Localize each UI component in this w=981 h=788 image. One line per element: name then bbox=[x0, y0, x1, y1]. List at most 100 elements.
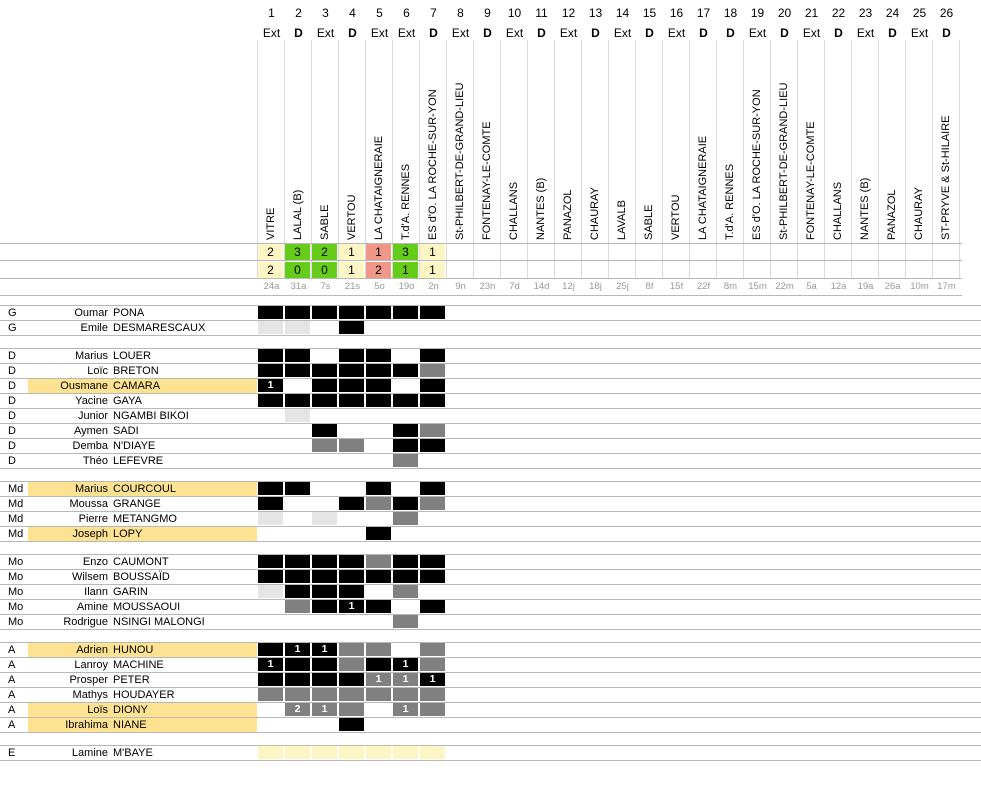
appearance-cell[interactable] bbox=[420, 394, 445, 407]
appearance-cell[interactable] bbox=[285, 364, 310, 377]
appearance-cell[interactable] bbox=[366, 497, 391, 510]
appearance-cell[interactable] bbox=[420, 570, 445, 583]
appearance-cell[interactable] bbox=[420, 349, 445, 362]
appearance-cell[interactable] bbox=[285, 688, 310, 701]
appearance-cell[interactable] bbox=[366, 394, 391, 407]
appearance-cell[interactable] bbox=[312, 379, 337, 392]
appearance-cell[interactable] bbox=[420, 306, 445, 319]
appearance-cell[interactable] bbox=[339, 439, 364, 452]
appearance-cell[interactable] bbox=[258, 512, 283, 525]
appearance-cell[interactable] bbox=[312, 555, 337, 568]
appearance-cell[interactable] bbox=[285, 570, 310, 583]
appearance-cell[interactable] bbox=[366, 555, 391, 568]
appearance-cell[interactable] bbox=[339, 688, 364, 701]
appearance-cell[interactable]: 1 bbox=[339, 600, 364, 613]
appearance-cell[interactable] bbox=[393, 306, 418, 319]
appearance-cell[interactable] bbox=[366, 379, 391, 392]
appearance-cell[interactable] bbox=[258, 321, 283, 334]
appearance-cell[interactable]: 1 bbox=[420, 673, 445, 686]
appearance-cell[interactable] bbox=[366, 482, 391, 495]
appearance-cell[interactable] bbox=[420, 643, 445, 656]
appearance-cell[interactable] bbox=[420, 497, 445, 510]
appearance-cell[interactable] bbox=[258, 570, 283, 583]
appearance-cell[interactable] bbox=[366, 688, 391, 701]
appearance-cell[interactable]: 1 bbox=[285, 643, 310, 656]
appearance-cell[interactable] bbox=[339, 643, 364, 656]
appearance-cell[interactable] bbox=[312, 394, 337, 407]
appearance-cell[interactable] bbox=[366, 600, 391, 613]
appearance-cell[interactable] bbox=[339, 673, 364, 686]
appearance-cell[interactable] bbox=[393, 555, 418, 568]
appearance-cell[interactable] bbox=[312, 570, 337, 583]
appearance-cell[interactable] bbox=[285, 321, 310, 334]
appearance-cell[interactable] bbox=[420, 364, 445, 377]
appearance-cell[interactable] bbox=[258, 673, 283, 686]
appearance-cell[interactable]: 1 bbox=[312, 703, 337, 716]
appearance-cell[interactable] bbox=[312, 673, 337, 686]
appearance-cell[interactable] bbox=[339, 718, 364, 731]
appearance-cell[interactable] bbox=[393, 570, 418, 583]
appearance-cell[interactable] bbox=[366, 364, 391, 377]
appearance-cell[interactable] bbox=[393, 497, 418, 510]
appearance-cell[interactable] bbox=[258, 364, 283, 377]
appearance-cell[interactable] bbox=[393, 364, 418, 377]
appearance-cell[interactable] bbox=[285, 394, 310, 407]
appearance-cell[interactable] bbox=[285, 673, 310, 686]
appearance-cell[interactable] bbox=[258, 349, 283, 362]
appearance-cell[interactable] bbox=[339, 379, 364, 392]
appearance-cell[interactable] bbox=[339, 746, 364, 759]
appearance-cell[interactable] bbox=[312, 306, 337, 319]
appearance-cell[interactable] bbox=[258, 497, 283, 510]
appearance-cell[interactable] bbox=[285, 555, 310, 568]
appearance-cell[interactable] bbox=[339, 306, 364, 319]
appearance-cell[interactable] bbox=[339, 585, 364, 598]
appearance-cell[interactable] bbox=[339, 394, 364, 407]
appearance-cell[interactable] bbox=[285, 349, 310, 362]
appearance-cell[interactable] bbox=[312, 364, 337, 377]
appearance-cell[interactable] bbox=[393, 394, 418, 407]
appearance-cell[interactable] bbox=[312, 424, 337, 437]
appearance-cell[interactable] bbox=[285, 585, 310, 598]
appearance-cell[interactable]: 2 bbox=[285, 703, 310, 716]
appearance-cell[interactable] bbox=[258, 688, 283, 701]
appearance-cell[interactable] bbox=[366, 658, 391, 671]
appearance-cell[interactable] bbox=[366, 746, 391, 759]
appearance-cell[interactable]: 1 bbox=[393, 703, 418, 716]
appearance-cell[interactable] bbox=[420, 379, 445, 392]
appearance-cell[interactable]: 1 bbox=[393, 673, 418, 686]
appearance-cell[interactable] bbox=[366, 349, 391, 362]
appearance-cell[interactable] bbox=[420, 658, 445, 671]
appearance-cell[interactable] bbox=[312, 658, 337, 671]
appearance-cell[interactable] bbox=[258, 746, 283, 759]
appearance-cell[interactable] bbox=[366, 570, 391, 583]
appearance-cell[interactable] bbox=[393, 439, 418, 452]
appearance-cell[interactable] bbox=[339, 364, 364, 377]
appearance-cell[interactable] bbox=[366, 643, 391, 656]
appearance-cell[interactable]: 1 bbox=[312, 643, 337, 656]
appearance-cell[interactable]: 1 bbox=[393, 658, 418, 671]
appearance-cell[interactable] bbox=[339, 349, 364, 362]
appearance-cell[interactable] bbox=[339, 658, 364, 671]
appearance-cell[interactable] bbox=[312, 585, 337, 598]
appearance-cell[interactable] bbox=[420, 703, 445, 716]
appearance-cell[interactable] bbox=[312, 688, 337, 701]
appearance-cell[interactable] bbox=[312, 512, 337, 525]
appearance-cell[interactable] bbox=[366, 306, 391, 319]
appearance-cell[interactable] bbox=[312, 439, 337, 452]
appearance-cell[interactable] bbox=[285, 658, 310, 671]
appearance-cell[interactable] bbox=[420, 482, 445, 495]
appearance-cell[interactable] bbox=[258, 394, 283, 407]
appearance-cell[interactable] bbox=[258, 585, 283, 598]
appearance-cell[interactable]: 1 bbox=[366, 673, 391, 686]
appearance-cell[interactable] bbox=[258, 306, 283, 319]
appearance-cell[interactable] bbox=[285, 746, 310, 759]
appearance-cell[interactable] bbox=[285, 306, 310, 319]
appearance-cell[interactable] bbox=[312, 600, 337, 613]
appearance-cell[interactable]: 1 bbox=[258, 658, 283, 671]
appearance-cell[interactable] bbox=[339, 570, 364, 583]
appearance-cell[interactable] bbox=[366, 527, 391, 540]
appearance-cell[interactable] bbox=[339, 321, 364, 334]
appearance-cell[interactable] bbox=[258, 555, 283, 568]
appearance-cell[interactable] bbox=[285, 409, 310, 422]
appearance-cell[interactable] bbox=[339, 703, 364, 716]
